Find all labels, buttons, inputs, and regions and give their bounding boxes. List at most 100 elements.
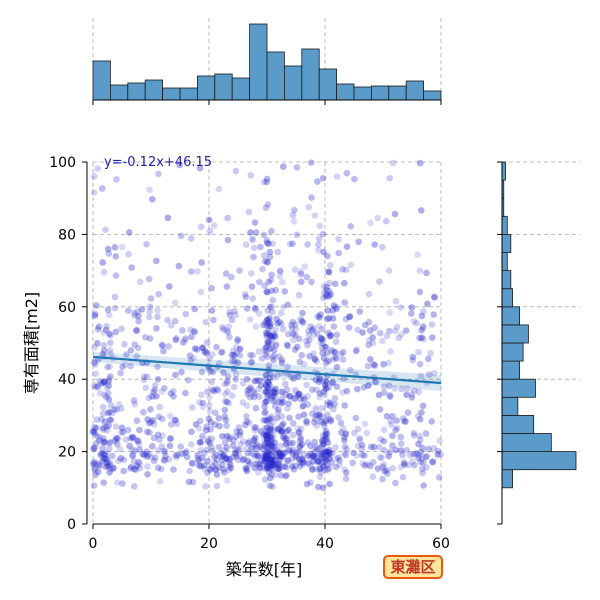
scatter-point [341,466,348,473]
scatter-point [265,378,272,385]
scatter-point [91,173,98,180]
scatter-point [323,379,331,386]
scatter-point [274,447,281,455]
scatter-point [268,442,276,450]
scatter-point [244,390,252,398]
scatter-point [133,352,140,360]
scatter-point [105,460,113,467]
scatter-point [386,174,394,182]
scatter-point [99,457,106,465]
scatter-point [371,324,379,332]
scatter-point [263,322,271,329]
scatter-point [257,428,265,435]
scatter-point [95,461,102,468]
scatter-point [251,434,259,442]
scatter-point [389,413,396,420]
scatter-point [263,436,271,444]
scatter-point [232,371,240,378]
scatter-point [267,456,275,464]
scatter-point [189,460,197,468]
scatter-point [310,325,317,332]
scatter-point [226,435,233,443]
scatter-point [282,380,289,388]
scatter-point [195,457,202,464]
scatter-point [267,320,274,328]
scatter-point [138,306,146,313]
scatter-point [391,210,399,218]
scatter-point [90,445,97,453]
scatter-point [177,232,185,240]
scatter-point [325,293,333,300]
scatter-point [92,361,99,368]
scatter-point [271,445,278,453]
scatter-point [379,243,386,251]
scatter-point [291,395,298,403]
scatter-point [279,452,287,460]
scatter-point [187,357,195,364]
scatter-point [267,434,275,441]
scatter-point [418,465,426,473]
scatter-point [167,435,175,442]
scatter-point [228,316,236,324]
scatter-point [222,270,230,277]
scatter-point [325,329,333,337]
scatter-point [203,339,211,346]
scatter-point [282,441,290,448]
scatter-point [104,409,112,417]
scatter-point [319,339,327,347]
scatter-point [293,231,301,239]
scatter-point [317,450,324,458]
scatter-point [343,169,351,177]
scatter-point [322,417,330,424]
scatter-point [316,375,324,382]
scatter-point [351,429,358,437]
scatter-point [212,409,219,417]
scatter-point [313,411,320,419]
scatter-point [311,212,319,219]
scatter-point [172,299,179,307]
scatter-point [265,388,272,396]
scatter-point [104,306,112,314]
scatter-point [409,357,417,364]
scatter-point [408,310,415,318]
scatter-point [261,346,268,354]
scatter-point [160,347,167,355]
scatter-point [196,399,203,406]
scatter-point [276,273,284,280]
scatter-point [252,460,259,468]
scatter-point [263,439,271,446]
scatter-point [170,466,177,473]
scatter-point [290,420,297,427]
scatter-point [230,351,238,359]
scatter-point [287,321,295,329]
scatter-point [295,373,302,380]
scatter-point [257,443,264,450]
scatter-point [154,376,162,383]
scatter-point [263,348,270,355]
scatter-point [153,392,160,400]
scatter-point [314,458,322,465]
scatter-point [181,449,189,457]
scatter-point [128,264,135,271]
scatter-point [158,388,166,395]
scatter-point [97,452,105,460]
scatter-point [311,449,319,456]
scatter-point [102,455,109,463]
scatter-point [359,329,366,336]
scatter-point [323,293,330,300]
scatter-point [265,380,273,388]
scatter-point [280,420,287,428]
scatter-point [380,361,387,368]
scatter-point [340,425,347,432]
scatter-point [426,371,433,379]
y-hist-bar [501,161,506,181]
scatter-point [166,283,173,290]
scatter-point [274,427,282,434]
scatter-point [118,405,125,412]
scatter-point [319,437,326,444]
scatter-point [265,339,273,347]
scatter-point [431,294,438,301]
scatter-point [322,448,329,456]
scatter-point [319,439,327,447]
scatter-point [271,392,279,400]
